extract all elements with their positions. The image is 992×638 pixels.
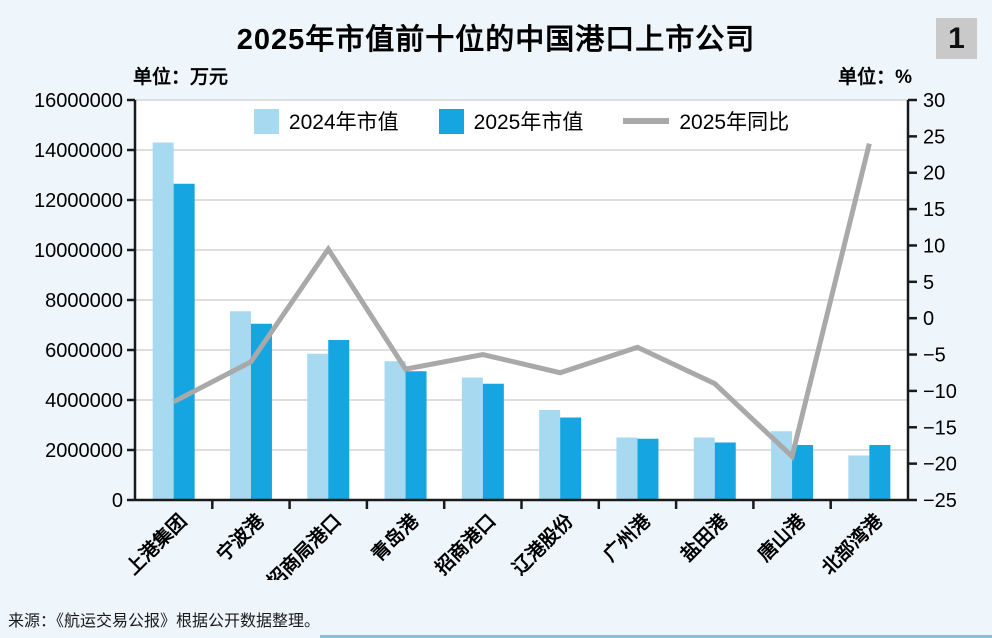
right-axis-tick-label: 25: [923, 126, 945, 148]
legend-item-yoy: 2025年同比: [623, 106, 789, 136]
right-axis-tick-label: 5: [923, 272, 934, 294]
right-axis-tick-label: 20: [923, 163, 945, 185]
left-axis-tick-label: 0: [112, 490, 123, 512]
bar-2024年市值-招商局港口: [307, 353, 329, 500]
right-axis-tick-label: 15: [923, 199, 945, 221]
x-axis-category-label: 招商局港口: [262, 509, 345, 580]
bar-2025年市值-上港集团: [173, 183, 195, 500]
x-axis-category-label: 上港集团: [121, 509, 191, 579]
right-axis-unit-label: 单位：%: [838, 67, 912, 88]
left-axis-tick-label: 4000000: [45, 390, 123, 412]
bar-2024年市值-招商港口: [461, 377, 483, 500]
x-axis-category-label: 青岛港: [367, 509, 424, 566]
legend-swatch-2025-icon: [438, 108, 464, 134]
legend-label-2024: 2024年市值: [288, 111, 399, 134]
left-axis-tick-label: 2000000: [45, 440, 123, 462]
x-axis-category-label: 宁波港: [212, 509, 269, 566]
x-axis-category-label: 广州港: [598, 509, 655, 566]
legend-swatch-2024-icon: [253, 108, 279, 134]
source-note: 来源：《航运交易公报》根据公开数据整理。: [8, 611, 321, 630]
right-axis-tick-label: −25: [923, 490, 957, 512]
chart-plot-area: 0 2000000 4000000 6000000 8000000 10000000 120…: [34, 90, 957, 580]
x-axis-category-label: 辽港股份: [508, 509, 579, 580]
right-axis-tick-label: −15: [923, 417, 957, 439]
right-axis-tick-label: 10: [923, 235, 945, 257]
bar-2024年市值-广州港: [616, 437, 638, 500]
bottom-divider: [320, 635, 992, 638]
left-axis-tick-label: 6000000: [45, 340, 123, 362]
legend-line-swatch-icon: [623, 118, 670, 124]
right-axis-tick-label: −20: [923, 454, 957, 476]
bar-2024年市值-青岛港: [384, 361, 406, 500]
legend-item-2024: 2024年市值: [253, 106, 399, 136]
chart-title: 2025年市值前十位的中国港口上市公司: [236, 24, 756, 56]
bar-2024年市值-北部湾港: [848, 455, 870, 500]
yoy-line: [172, 143, 872, 462]
bar-2025年市值-招商港口: [482, 383, 504, 500]
left-axis-tick-label: 12000000: [34, 190, 123, 212]
left-axis-tick-label: 14000000: [34, 140, 123, 162]
right-axis-tick-label: −10: [923, 381, 957, 403]
bar-2024年市值-宁波港: [229, 311, 251, 500]
right-axis-tick-label: 0: [923, 308, 934, 330]
bar-2024年市值-辽港股份: [539, 410, 561, 500]
left-axis-tick-label: 8000000: [45, 290, 123, 312]
x-axis-category-label: 盐田港: [676, 509, 733, 566]
page-number-badge: 1: [936, 18, 977, 59]
x-axis-category-label: 唐山港: [753, 509, 810, 566]
left-axis-unit-label: 单位：万元: [133, 67, 229, 88]
x-axis-category-label: 招商港口: [430, 509, 500, 579]
left-axis-tick-label: 10000000: [34, 240, 123, 262]
legend-label-yoy: 2025年同比: [679, 111, 790, 134]
bar-2025年市值-辽港股份: [560, 417, 582, 500]
legend-item-2025: 2025年市值: [438, 106, 584, 136]
bar-2024年市值-上港集团: [152, 142, 174, 500]
x-axis-category-label: 北部湾港: [817, 509, 888, 580]
bar-2024年市值-盐田港: [693, 437, 715, 500]
chart-legend: 2024年市值 2025年市值 2025年同比: [137, 102, 906, 140]
bar-2025年市值-宁波港: [250, 323, 272, 500]
right-axis-tick-label: −5: [923, 345, 946, 367]
bar-2025年市值-北部湾港: [869, 445, 891, 500]
right-axis-tick-label: 30: [923, 90, 945, 112]
bar-2025年市值-唐山港: [792, 445, 814, 500]
bar-2025年市值-广州港: [637, 438, 659, 500]
bar-2025年市值-青岛港: [405, 371, 427, 500]
legend-label-2025: 2025年市值: [473, 111, 584, 134]
bar-2025年市值-招商局港口: [328, 340, 350, 500]
bar-2025年市值-盐田港: [714, 442, 736, 500]
left-axis-tick-label: 16000000: [34, 90, 123, 112]
